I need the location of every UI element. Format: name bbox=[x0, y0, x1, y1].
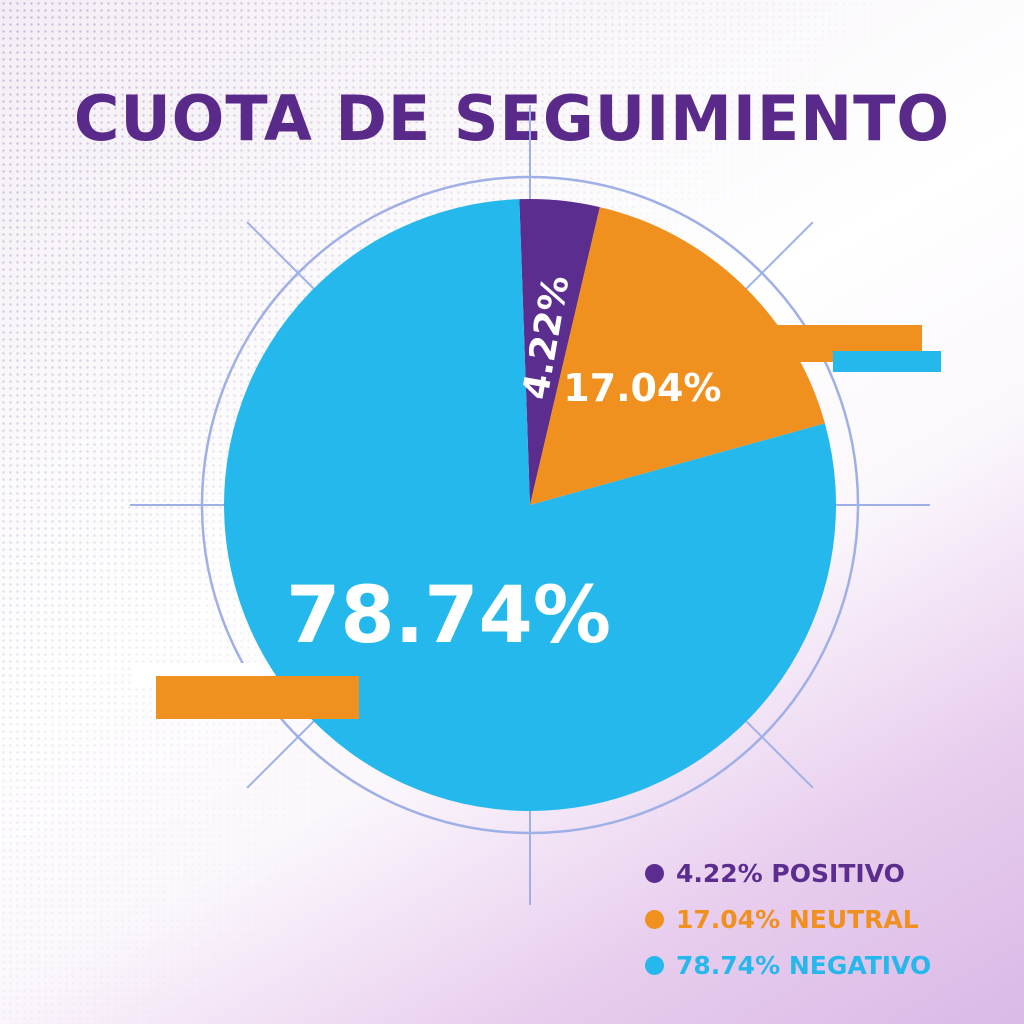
slice-positivo bbox=[519, 198, 600, 505]
chart-title: CUOTA DE SEGUIMIENTO bbox=[73, 82, 951, 155]
legend-label-negativo: 78.74% NEGATIVO bbox=[676, 950, 932, 980]
legend-dot-negativo bbox=[645, 955, 664, 975]
slice-neutral bbox=[530, 207, 825, 505]
legend-item-positivo: 4.22% POSITIVO bbox=[645, 850, 1015, 896]
legend-item-negativo: 78.74% NEGATIVO bbox=[645, 942, 1015, 988]
slice-label-neutral: 17.04% bbox=[563, 366, 721, 410]
slice-negativo bbox=[224, 199, 837, 811]
legend-label-neutral: 17.04% NEUTRAL bbox=[676, 904, 919, 934]
chart-legend: 4.22% POSITIVO 17.04% NEUTRAL 78.74% NEG… bbox=[645, 850, 1015, 988]
legend-label-positivo: 4.22% POSITIVO bbox=[676, 858, 905, 888]
decorative-bar-orange-left bbox=[156, 676, 359, 719]
decorative-bar-blue-right bbox=[833, 351, 941, 372]
legend-dot-neutral bbox=[645, 909, 664, 929]
slice-label-negativo: 78.74% bbox=[286, 571, 611, 661]
legend-dot-positivo bbox=[645, 863, 664, 883]
legend-item-neutral: 17.04% NEUTRAL bbox=[645, 896, 1015, 942]
